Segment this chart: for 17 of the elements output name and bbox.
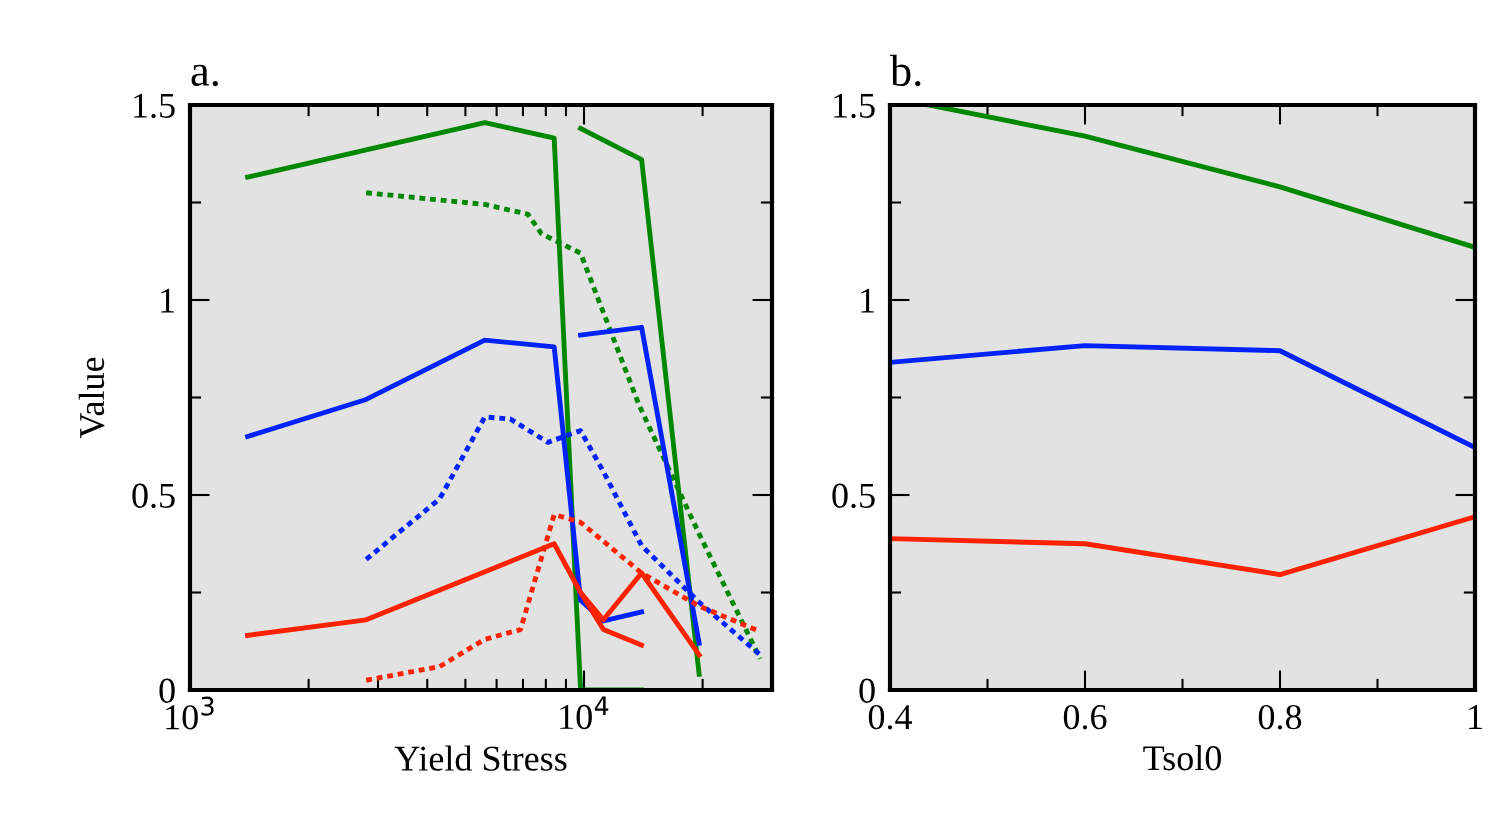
y-tick-label: 0.5 — [832, 483, 875, 509]
x-axis-title: Tsol0 — [1143, 744, 1221, 771]
y-tick-label: 1.5 — [134, 93, 175, 119]
y-tick-label: 1 — [161, 288, 174, 313]
chart-title: b. — [890, 54, 921, 87]
y-tick-label: 1.5 — [834, 93, 875, 119]
y-tick-label: 0.5 — [132, 483, 175, 509]
y-tick-label: 1 — [861, 288, 874, 313]
x-tick-label: 1 — [1469, 705, 1482, 729]
y-tick-label: 0 — [859, 678, 875, 703]
x-tick-label: 0.6 — [1063, 704, 1107, 730]
x-tick-label: 0.8 — [1258, 704, 1302, 730]
x-tick-label: 0.4 — [868, 704, 913, 730]
x-axis-title: Yield Stress — [394, 745, 567, 771]
y-axis-title: Value — [78, 357, 105, 439]
chart-title: a. — [191, 64, 218, 87]
x-tick-label: 10$^{4}$ — [560, 696, 609, 730]
